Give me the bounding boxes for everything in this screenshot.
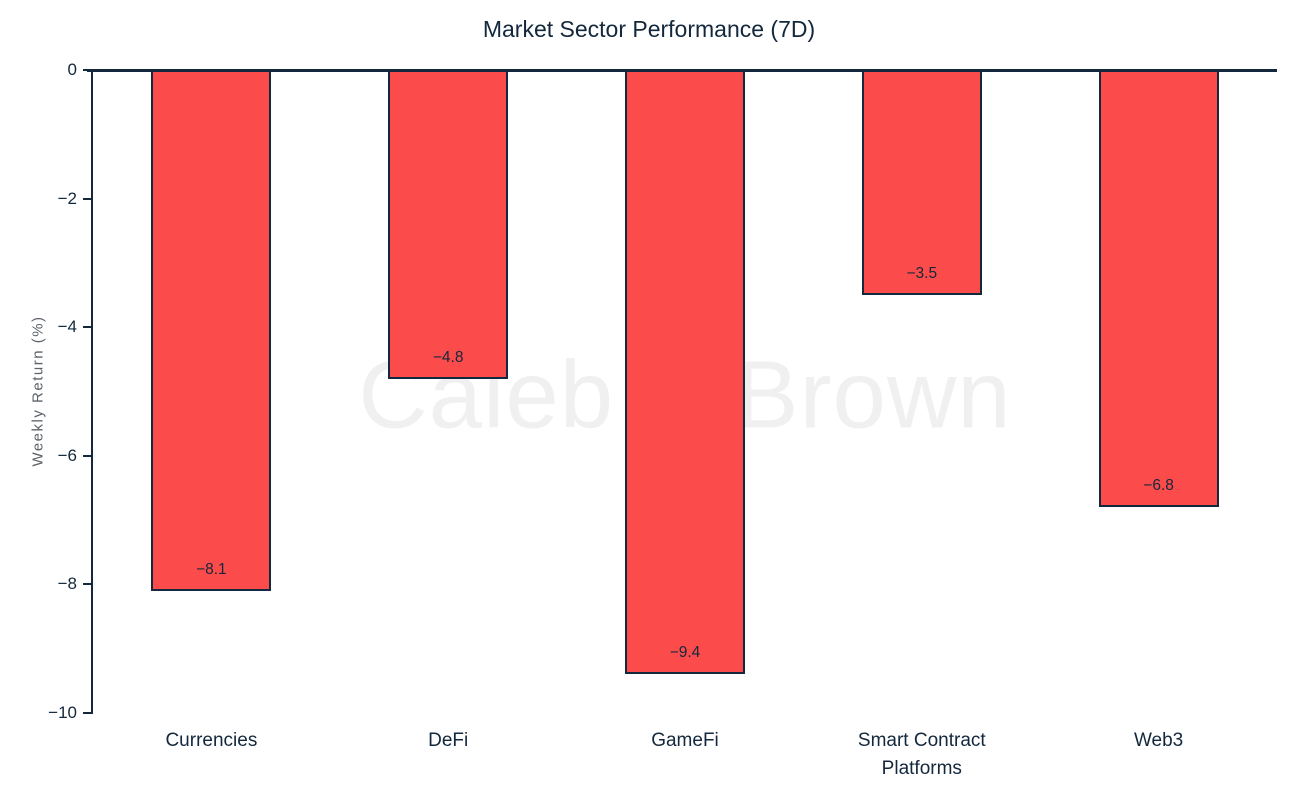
- bar-value-label: −3.5: [906, 265, 938, 283]
- bar-gamefi: −9.4: [625, 70, 745, 675]
- y-axis-label: Weekly Return (%): [29, 315, 47, 467]
- bar-currencies: −8.1: [151, 70, 272, 591]
- y-tick-mark: [83, 454, 91, 457]
- chart-title: Market Sector Performance (7D): [482, 16, 816, 42]
- y-tick-label: −2: [57, 188, 77, 208]
- x-tick-label-smart-contract-platforms: Smart Contract Platforms: [857, 730, 986, 779]
- x-tick-label-defi: DeFi: [428, 730, 469, 751]
- y-tick-mark: [83, 197, 91, 200]
- y-tick-label: −4: [57, 317, 77, 337]
- y-tick-label: 0: [67, 60, 77, 79]
- x-tick-label-currencies: Currencies: [165, 730, 258, 751]
- bar-web3: −6.8: [1098, 70, 1219, 508]
- bar-value-label: −9.4: [669, 644, 701, 662]
- x-tick-label-gamefi: GameFi: [651, 730, 719, 751]
- x-tick-label-web3: Web3: [1133, 730, 1184, 751]
- y-tick-label: −8: [57, 574, 77, 594]
- bar-smart-contract-platforms: −3.5: [861, 70, 982, 296]
- y-tick-mark: [83, 712, 91, 714]
- y-axis-spine: [91, 70, 93, 714]
- y-tick-label: −6: [57, 445, 77, 465]
- bar-defi: −4.8: [388, 70, 509, 379]
- bar-value-label: −6.8: [1143, 477, 1174, 495]
- y-tick-mark: [83, 583, 91, 586]
- y-tick-label: −10: [48, 703, 77, 722]
- y-tick-mark: [83, 326, 91, 329]
- plot-area: 0 −2 −4 −6 −8 −10 −8.1 −4.8 −9.4 −3.5 −6.8 Curren…: [48, 60, 1277, 779]
- y-tick-mark: [83, 69, 91, 71]
- x-axis-zero-line: [87, 68, 1277, 72]
- bar-value-label: −4.8: [432, 348, 464, 366]
- bar-value-label: −8.1: [196, 560, 227, 578]
